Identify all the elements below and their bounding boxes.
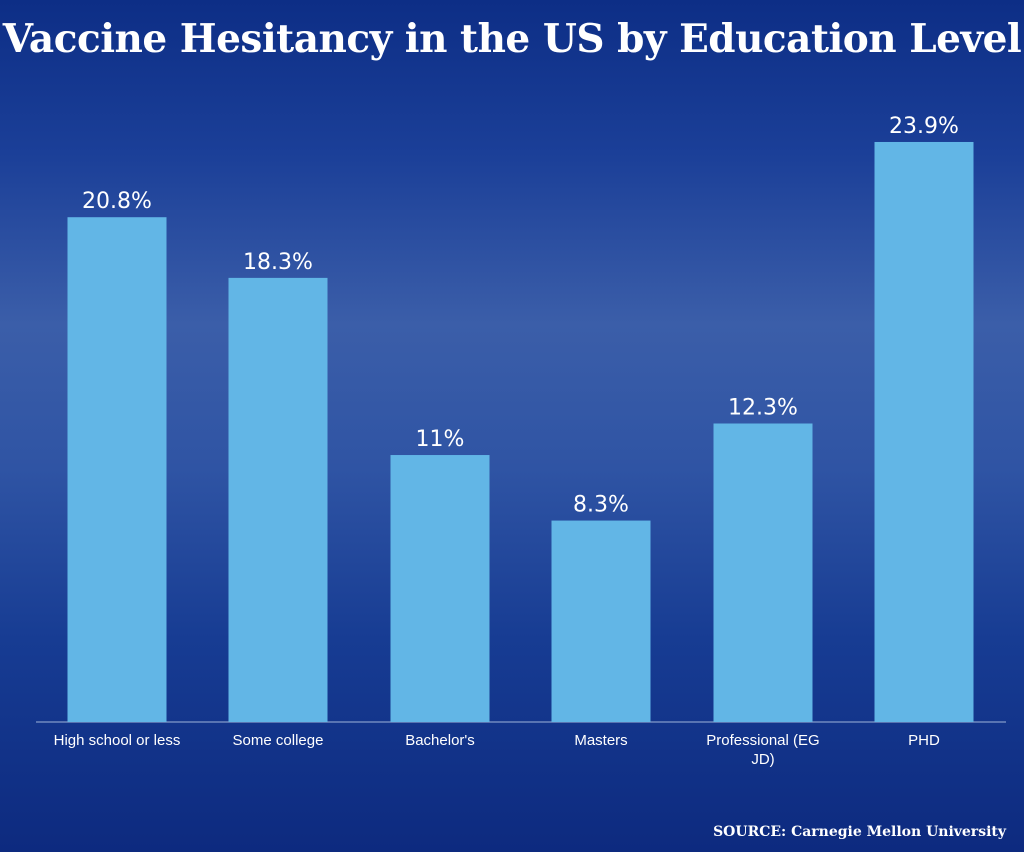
value-labels-group: 20.8% 18.3% 11% 8.3% 12.3% 23.9%: [82, 114, 959, 518]
value-label-4: 8.3%: [573, 493, 629, 518]
bars-group: [67, 141, 974, 723]
category-label-2: Some college: [233, 732, 324, 749]
category-label-6: PHD: [908, 732, 940, 749]
bar-4: [551, 520, 651, 722]
source-note: SOURCE: Carnegie Mellon University: [713, 824, 1006, 840]
bar-6: [874, 141, 974, 722]
category-label-3: Bachelor's: [405, 732, 475, 749]
bar-3: [390, 455, 490, 722]
value-label-6: 23.9%: [889, 114, 959, 139]
value-label-3: 11%: [416, 427, 465, 452]
value-label-2: 18.3%: [243, 250, 313, 275]
value-label-1: 20.8%: [82, 189, 152, 214]
category-labels-group: High school or less Some college Bachelor'…: [54, 732, 940, 768]
category-label-5: Professional (EG JD): [706, 732, 819, 768]
category-label-1: High school or less: [54, 732, 181, 749]
value-label-5: 12.3%: [728, 395, 798, 420]
bar-5: [713, 423, 813, 722]
category-label-4: Masters: [574, 732, 627, 749]
bar-1: [67, 217, 167, 723]
chart-title: Vaccine Hesitancy in the US by Education…: [2, 16, 1022, 62]
bar-2: [228, 277, 328, 722]
